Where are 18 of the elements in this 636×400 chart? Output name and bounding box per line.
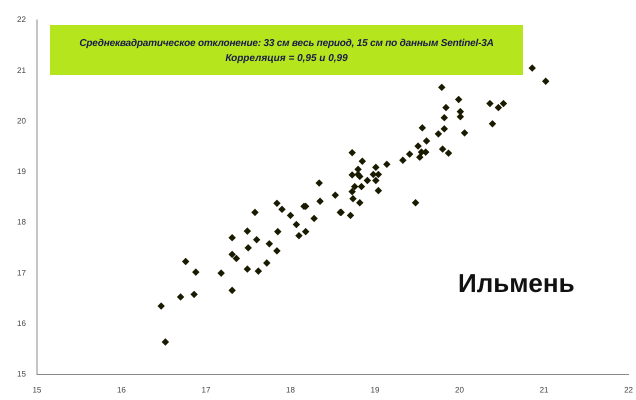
x-tick-label: 19: [370, 385, 380, 394]
title-panel: Среднеквадратическое отклонение: 33 см весь период, 15 см по данным Sentinel-3A Корреляция = 0,95 и 0,99: [50, 25, 523, 75]
x-tick-label: 20: [455, 385, 465, 394]
annotation: Ильмень: [458, 268, 575, 299]
x-tick-label: 15: [32, 385, 42, 394]
y-tick-label: 21: [16, 66, 26, 75]
x-tick-label: 21: [540, 385, 550, 394]
y-tick-label: 16: [16, 318, 26, 328]
y-tick-label: 17: [16, 268, 26, 278]
y-tick-label: 19: [16, 167, 26, 176]
y-tick-label: 20: [16, 116, 26, 126]
y-tick-label: 22: [16, 15, 26, 24]
x-tick-label: 22: [624, 385, 634, 394]
y-tick-label: 18: [16, 218, 26, 227]
x-tick-label: 18: [286, 385, 296, 394]
x-tick-label: 17: [201, 385, 211, 394]
x-tick-label: 16: [116, 385, 126, 394]
y-tick-label: 15: [16, 370, 26, 379]
